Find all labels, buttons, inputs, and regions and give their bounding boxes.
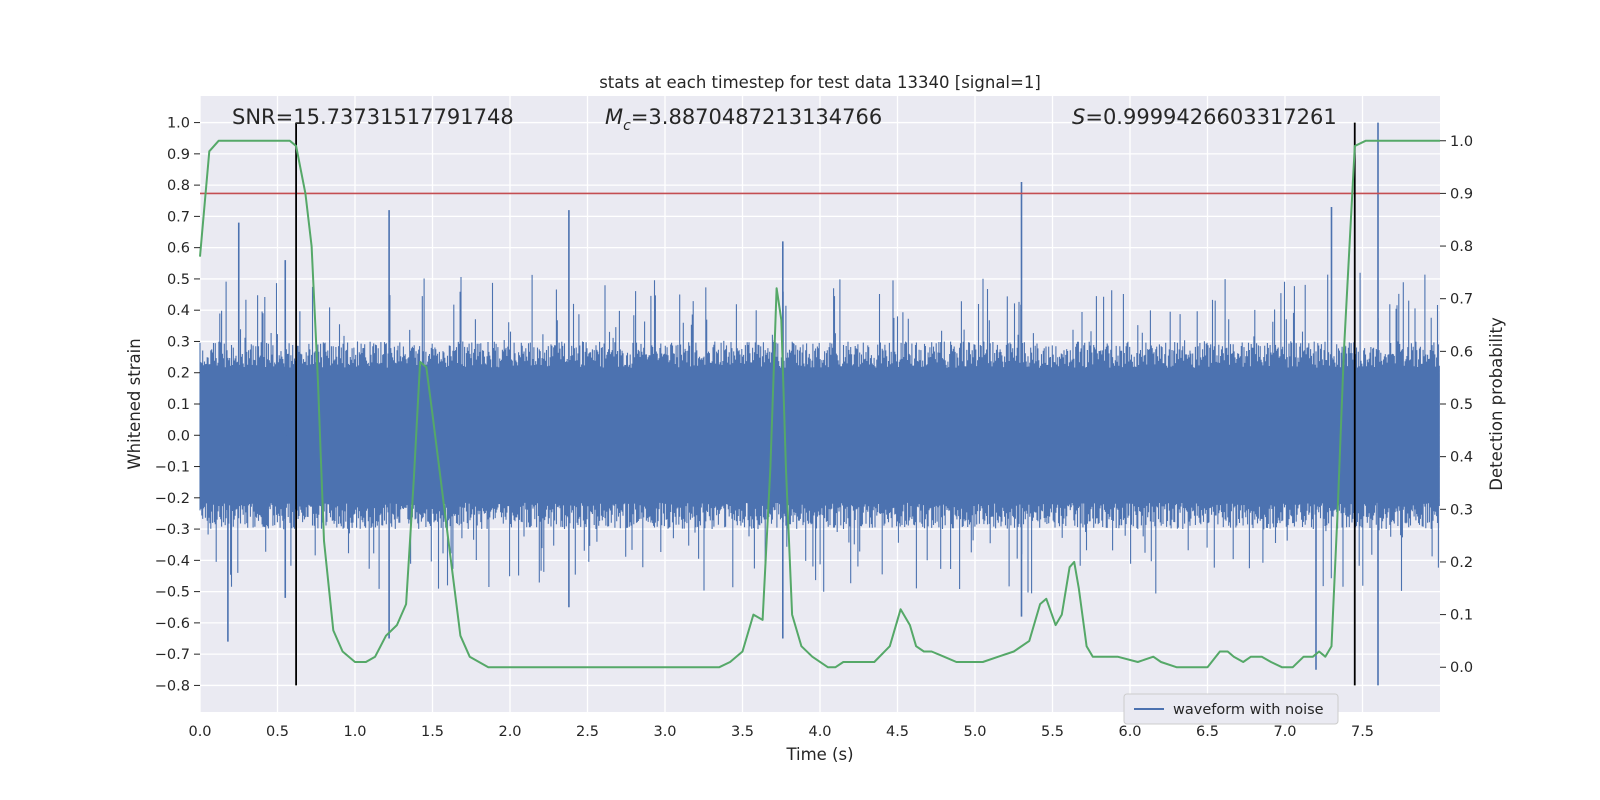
y-tick-label: 0.1 (167, 397, 190, 413)
y-right-tick-label: 0.5 (1450, 397, 1473, 413)
x-tick-label: 6.5 (1196, 724, 1219, 740)
vertical-markers (295, 122, 1356, 686)
x-axis-label: Time (s) (785, 745, 853, 764)
y-tick-label: −0.8 (155, 678, 190, 694)
y-tick-label: −0.2 (155, 491, 190, 507)
x-tick-label: 0.0 (188, 724, 211, 740)
y-axis-label: Whitened strain (125, 338, 144, 469)
y-tick-label: 0.8 (167, 178, 190, 194)
x-tick-label: 4.0 (808, 724, 831, 740)
y-tick-label: −0.5 (155, 585, 190, 601)
y-right-tick-label: 0.8 (1450, 239, 1473, 255)
x-tick-label: 6.0 (1118, 724, 1141, 740)
score-annotation: S=0.9999426603317261 (1072, 105, 1337, 129)
y-right-tick-label: 0.9 (1450, 186, 1473, 202)
y-right-axis-label: Detection probability (1487, 317, 1506, 491)
legend-entry: waveform with noise (1173, 702, 1324, 718)
y-tick-label: −0.1 (155, 460, 190, 476)
waveform-line (199, 272, 1440, 594)
x-tick-labels: 0.0 0.5 1.0 1.5 2.0 2.5 3.0 3.5 4.0 4.5 5.0 5.5 6.0 6… (188, 724, 1374, 740)
y-tick-label: 0.5 (167, 272, 190, 288)
y-tick-label: 0.2 (167, 366, 190, 382)
y-tick-label: −0.4 (155, 553, 190, 569)
y-tick-labels: 1.0 0.9 0.8 0.7 0.6 0.5 0.4 0.3 0.2 0.1 0.0 −0.1 −0.… (155, 116, 200, 694)
y-right-tick-labels: 1.0 0.9 0.8 0.7 0.6 0.5 0.4 0.3 0.2 0.1 0.0 (1440, 134, 1473, 676)
y-right-tick-label: 0.0 (1450, 660, 1473, 676)
y-right-tick-label: 0.7 (1450, 292, 1473, 308)
x-tick-label: 1.5 (421, 724, 444, 740)
y-right-tick-label: 1.0 (1450, 134, 1473, 150)
x-tick-label: 0.5 (266, 724, 289, 740)
y-tick-label: 0.6 (167, 241, 190, 257)
y-right-tick-label: 0.2 (1450, 555, 1473, 571)
snr-annotation: SNR=15.73731517791748 (232, 105, 514, 129)
y-right-tick-label: 0.4 (1450, 450, 1473, 466)
detection-probability-line (199, 139, 1440, 669)
y-right-tick-label: 0.3 (1450, 502, 1473, 518)
x-tick-label: 3.0 (653, 724, 676, 740)
x-tick-label: 7.5 (1351, 724, 1374, 740)
chart-title: stats at each timestep for test data 133… (599, 73, 1041, 92)
legend: waveform with noise (1123, 693, 1339, 725)
y-tick-label: −0.3 (155, 522, 190, 538)
y-tick-label: −0.6 (155, 616, 190, 632)
y-tick-label: 0.3 (167, 334, 190, 350)
y-tick-label: −0.7 (155, 647, 190, 663)
chirp-mass-annotation: Mc=3.8870487213134766 (605, 105, 882, 134)
y-tick-label: 0.7 (167, 209, 190, 225)
x-tick-label: 4.5 (886, 724, 909, 740)
legend-box (1123, 693, 1339, 725)
x-tick-label: 3.5 (731, 724, 754, 740)
y-tick-label: 0.0 (167, 428, 190, 444)
y-right-tick-label: 0.1 (1450, 608, 1473, 624)
x-tick-label: 2.0 (498, 724, 521, 740)
y-tick-label: 0.4 (167, 303, 190, 319)
x-tick-label: 1.0 (343, 724, 366, 740)
x-tick-label: 5.5 (1041, 724, 1064, 740)
y-right-tick-label: 0.6 (1450, 344, 1473, 360)
x-tick-label: 5.0 (963, 724, 986, 740)
x-tick-label: 7.0 (1273, 724, 1296, 740)
x-tick-label: 2.5 (576, 724, 599, 740)
y-tick-label: 0.9 (167, 147, 190, 163)
waveform-noise (199, 272, 1440, 594)
y-tick-label: 1.0 (167, 116, 190, 132)
